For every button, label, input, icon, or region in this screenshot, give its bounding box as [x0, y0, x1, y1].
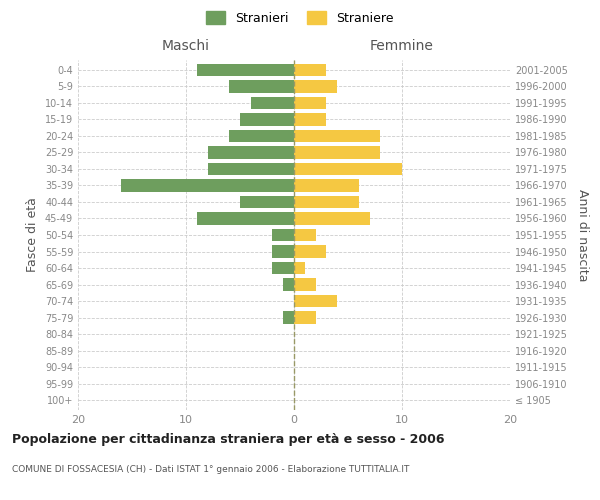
- Bar: [272, 246, 294, 258]
- Bar: [294, 130, 380, 142]
- Bar: [294, 229, 316, 241]
- Bar: [272, 262, 294, 274]
- Bar: [229, 130, 294, 142]
- Bar: [294, 113, 326, 126]
- Bar: [294, 246, 326, 258]
- Bar: [294, 278, 316, 290]
- Bar: [294, 180, 359, 192]
- Bar: [251, 96, 294, 109]
- Bar: [294, 196, 359, 208]
- Bar: [240, 196, 294, 208]
- Bar: [294, 312, 316, 324]
- Bar: [208, 163, 294, 175]
- Text: Femmine: Femmine: [370, 39, 434, 53]
- Bar: [294, 146, 380, 158]
- Bar: [283, 312, 294, 324]
- Y-axis label: Anni di nascita: Anni di nascita: [576, 188, 589, 281]
- Text: Maschi: Maschi: [162, 39, 210, 53]
- Bar: [208, 146, 294, 158]
- Bar: [294, 96, 326, 109]
- Legend: Stranieri, Straniere: Stranieri, Straniere: [202, 6, 398, 30]
- Bar: [283, 278, 294, 290]
- Y-axis label: Fasce di età: Fasce di età: [26, 198, 39, 272]
- Bar: [294, 262, 305, 274]
- Bar: [294, 212, 370, 224]
- Bar: [197, 64, 294, 76]
- Bar: [121, 180, 294, 192]
- Bar: [294, 295, 337, 307]
- Text: COMUNE DI FOSSACESIA (CH) - Dati ISTAT 1° gennaio 2006 - Elaborazione TUTTITALIA: COMUNE DI FOSSACESIA (CH) - Dati ISTAT 1…: [12, 466, 409, 474]
- Bar: [197, 212, 294, 224]
- Bar: [294, 64, 326, 76]
- Bar: [294, 163, 402, 175]
- Text: Popolazione per cittadinanza straniera per età e sesso - 2006: Popolazione per cittadinanza straniera p…: [12, 432, 445, 446]
- Bar: [229, 80, 294, 92]
- Bar: [240, 113, 294, 126]
- Bar: [272, 229, 294, 241]
- Bar: [294, 80, 337, 92]
